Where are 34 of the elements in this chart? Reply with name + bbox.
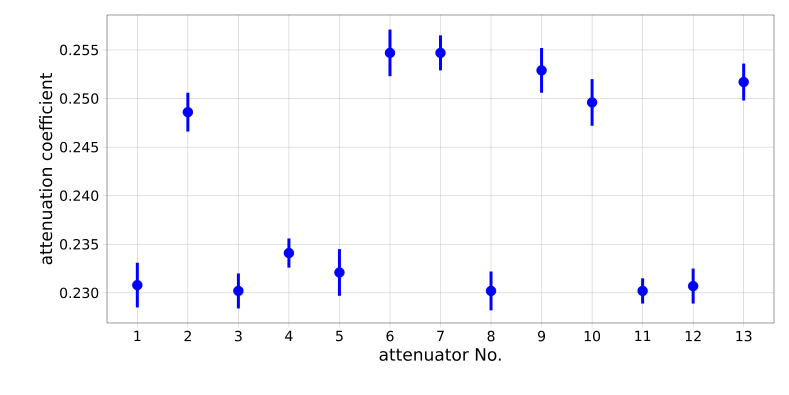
point — [586, 97, 598, 108]
point — [688, 280, 698, 292]
y-tick-label: 0.245 — [60, 142, 98, 152]
point — [384, 48, 396, 58]
point — [435, 48, 446, 58]
y-tick-label: 0.235 — [60, 238, 98, 250]
point — [132, 280, 143, 290]
x-tick-label: 11 — [635, 330, 650, 341]
x-tick-label: 13 — [736, 330, 752, 342]
y-tick-label: 0.250 — [60, 93, 98, 104]
x-tick-label: 9 — [538, 330, 546, 342]
x-axis-title: attenuator No. — [380, 348, 501, 361]
point — [334, 267, 345, 278]
point — [182, 106, 194, 118]
y-tick-label: 0.240 — [60, 190, 98, 202]
y-tick-label: 0.230 — [60, 288, 98, 298]
x-tick-label: 6 — [386, 330, 394, 342]
point — [738, 76, 749, 88]
x-tick-label: 1 — [134, 330, 140, 341]
x-tick-label: 2 — [184, 330, 191, 342]
x-tick-label: 12 — [686, 330, 701, 342]
point — [486, 286, 496, 296]
point — [284, 248, 294, 258]
point — [536, 65, 547, 76]
x-tick-label: 8 — [488, 330, 495, 342]
y-axis-title: attenuation coefficient — [39, 73, 52, 264]
point — [233, 286, 244, 296]
x-tick-label: 3 — [235, 330, 242, 342]
x-tick-label: 5 — [336, 330, 343, 342]
x-tick-label: 7 — [437, 330, 444, 341]
x-tick-label: 4 — [285, 330, 293, 341]
y-tick-label: 0.255 — [60, 44, 98, 56]
x-tick-label: 10 — [584, 330, 600, 342]
point — [637, 286, 648, 296]
